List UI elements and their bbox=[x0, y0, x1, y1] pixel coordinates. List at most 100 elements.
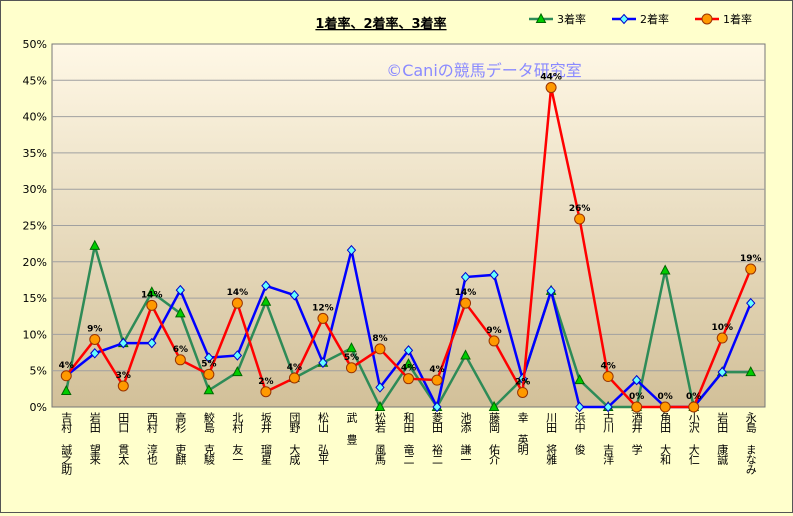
data-point bbox=[147, 337, 157, 349]
data-point bbox=[488, 335, 500, 347]
data-label: 6% bbox=[173, 345, 188, 355]
x-tick-label: 団野 大成 bbox=[288, 412, 301, 466]
y-tick-label: 5% bbox=[30, 365, 47, 378]
data-point bbox=[431, 374, 443, 386]
data-point bbox=[574, 213, 586, 225]
data-point bbox=[460, 349, 471, 360]
data-point bbox=[517, 386, 529, 398]
data-point bbox=[260, 386, 272, 398]
data-label: 19% bbox=[740, 254, 762, 264]
data-point bbox=[204, 352, 214, 363]
data-point bbox=[374, 400, 386, 411]
data-point bbox=[174, 354, 186, 366]
x-tick-label: 菱田 裕二 bbox=[431, 412, 444, 464]
data-point bbox=[489, 269, 499, 281]
data-point bbox=[146, 299, 158, 311]
data-label: 2% bbox=[515, 377, 530, 387]
data-label: 26% bbox=[569, 204, 591, 214]
y-tick-label: 10% bbox=[23, 328, 47, 341]
legend-label: 1着率 bbox=[723, 12, 752, 26]
x-tick-label: 武 豊 bbox=[345, 412, 358, 445]
data-point bbox=[631, 401, 643, 413]
data-point bbox=[574, 401, 585, 413]
data-point bbox=[745, 366, 757, 377]
data-point bbox=[603, 401, 613, 413]
data-point bbox=[232, 366, 243, 377]
x-tick-label: 岩田 康誠 bbox=[716, 411, 729, 466]
data-point bbox=[288, 372, 300, 384]
data-point bbox=[717, 366, 727, 378]
data-label: 0% bbox=[658, 392, 673, 402]
data-point bbox=[203, 384, 215, 395]
x-tick-label: 松若 風馬 bbox=[373, 411, 386, 466]
legend-label: 2着率 bbox=[640, 12, 669, 26]
data-point bbox=[488, 400, 500, 411]
data-point bbox=[375, 382, 385, 393]
data-point bbox=[403, 373, 414, 385]
data-point bbox=[659, 264, 671, 275]
data-point bbox=[432, 401, 442, 413]
x-tick-label: 松山 弘平 bbox=[316, 411, 329, 466]
data-label: 14% bbox=[455, 288, 477, 298]
y-tick-label: 0% bbox=[30, 401, 47, 414]
data-label: 8% bbox=[372, 334, 387, 344]
data-label: 0% bbox=[686, 392, 701, 402]
data-point bbox=[574, 374, 585, 385]
data-point bbox=[716, 332, 728, 344]
x-tick-label: 角田 大和 bbox=[659, 412, 672, 466]
data-point bbox=[60, 384, 72, 396]
y-tick-label: 45% bbox=[23, 74, 47, 87]
data-label: 0% bbox=[629, 392, 644, 402]
legend-marker bbox=[701, 13, 713, 25]
x-tick-label: 永島 まなみ bbox=[744, 411, 757, 475]
x-tick-label: 藤岡 佑介 bbox=[488, 412, 501, 465]
x-tick-label: 幸 英明 bbox=[516, 412, 529, 456]
data-point bbox=[688, 401, 700, 413]
data-point bbox=[317, 312, 329, 324]
data-point bbox=[745, 263, 757, 275]
data-point bbox=[746, 297, 756, 309]
x-tick-label: 和田 竜二 bbox=[402, 412, 415, 464]
data-point bbox=[602, 371, 614, 383]
data-point bbox=[203, 368, 215, 380]
x-tick-label: 田口 貫太 bbox=[117, 412, 130, 466]
data-label: 14% bbox=[227, 288, 249, 298]
data-point bbox=[89, 239, 101, 250]
x-tick-label: 古川 吉洋 bbox=[602, 412, 615, 465]
legend-marker bbox=[619, 13, 629, 25]
data-point bbox=[374, 343, 386, 355]
y-tick-label: 40% bbox=[23, 111, 47, 124]
data-point bbox=[118, 337, 128, 349]
data-point bbox=[403, 345, 414, 356]
y-tick-label: 30% bbox=[23, 183, 47, 196]
chart-title: 1着率、2着率、3着率 bbox=[315, 16, 446, 32]
data-label: 9% bbox=[486, 326, 501, 336]
x-tick-label: 酒井 学 bbox=[630, 412, 643, 455]
data-label: 4% bbox=[287, 363, 302, 373]
data-point bbox=[345, 362, 357, 374]
data-point bbox=[117, 380, 129, 392]
x-tick-label: 岩田 望来 bbox=[88, 411, 101, 465]
x-tick-label: 小沢 大仁 bbox=[687, 412, 700, 465]
data-label: 2% bbox=[258, 377, 273, 387]
data-label: 44% bbox=[540, 73, 562, 83]
data-point bbox=[90, 348, 100, 359]
data-point bbox=[659, 401, 671, 413]
x-tick-label: 吉村 誠之助 bbox=[60, 412, 73, 476]
y-tick-label: 50% bbox=[23, 38, 47, 51]
legend-label: 3着率 bbox=[557, 12, 586, 26]
data-label: 9% bbox=[87, 324, 102, 334]
y-tick-label: 25% bbox=[23, 220, 47, 233]
data-point bbox=[460, 297, 472, 309]
data-point bbox=[231, 297, 243, 309]
data-label: 5% bbox=[344, 353, 359, 363]
legend-marker bbox=[535, 12, 547, 23]
y-tick-label: 15% bbox=[23, 292, 47, 305]
x-tick-label: 鮫島 克駿 bbox=[202, 411, 215, 466]
x-tick-label: 高杉 吏麒 bbox=[174, 411, 187, 466]
x-tick-label: 池添 謙一 bbox=[459, 412, 472, 464]
x-tick-label: 川田 将雅 bbox=[545, 412, 558, 465]
data-point bbox=[175, 284, 186, 296]
